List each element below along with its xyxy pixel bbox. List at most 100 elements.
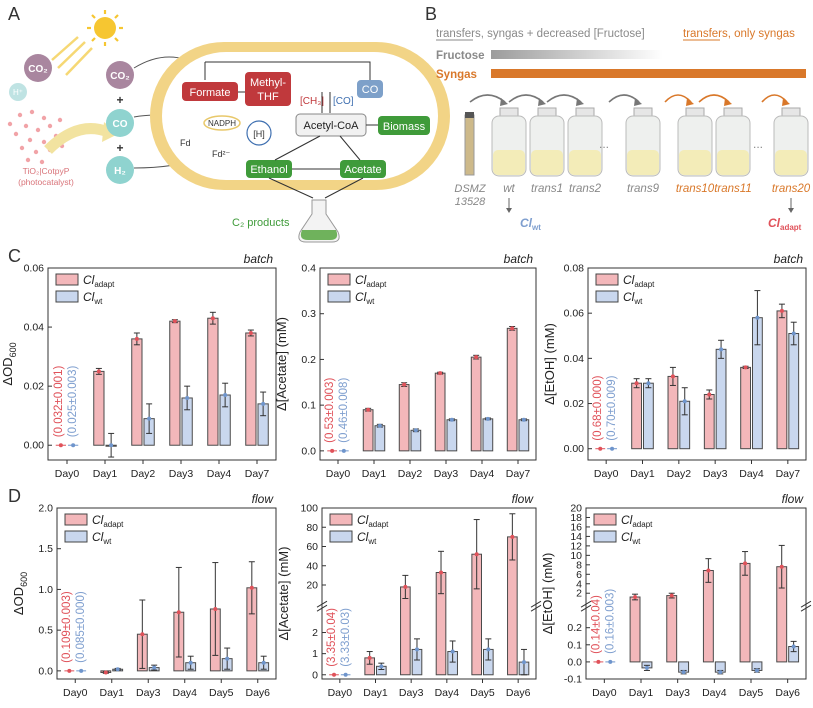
legend-grey-transfers: transfers, syngas + decreased [Fructose]: [436, 28, 645, 40]
baseline-wt-label: (0.70±0.009): [606, 375, 618, 440]
y-tick-label: 2: [576, 588, 582, 600]
bottle-label: trans2: [569, 183, 602, 195]
plot-frame: [319, 267, 537, 461]
legend-label-adapt: Cladapt: [623, 273, 655, 289]
biomass-label: Biomass: [383, 121, 426, 133]
x-tick-label: Day4: [435, 687, 460, 699]
catalyst-label: TiO₂|CotpyP: [23, 166, 70, 176]
catalyst-sublabel: (photocatalyst): [18, 177, 74, 187]
catalyst-particle: [33, 149, 39, 155]
y-tick-label: 0.06: [564, 308, 585, 320]
biomass-box: [378, 116, 430, 135]
data-point: [510, 534, 515, 539]
y-tick-label: 16: [570, 521, 582, 533]
legend-swatch-adapt: [327, 273, 351, 286]
panel-label-d: D: [8, 486, 21, 506]
methyl-thf-box: [245, 72, 291, 106]
data-point: [474, 355, 479, 360]
y-tick-label: 0: [312, 669, 318, 681]
x-tick-label: Day3: [665, 687, 690, 699]
bottle-label: DSMZ: [454, 183, 486, 195]
panel-label-c: C: [8, 246, 21, 266]
h2-label: H₂: [114, 166, 126, 177]
y-tick-label: 0.4: [301, 263, 316, 275]
corner-label: flow: [782, 492, 805, 506]
y-tick-label: 1: [312, 648, 318, 660]
y-tick-label: 0.02: [24, 381, 45, 393]
fructose-label: Fructose: [436, 50, 485, 62]
bar-adapt: [702, 569, 714, 663]
x-tick-label: Day3: [399, 687, 424, 699]
data-point: [779, 308, 784, 313]
bottle-label: trans20: [772, 183, 811, 195]
data-point: [413, 428, 418, 433]
baseline-wt-label: (3.33±0.03): [340, 608, 352, 667]
legend-label-adapt: Cladapt: [621, 513, 653, 529]
bar-adapt: [629, 596, 641, 663]
x-tick-label: Day1: [362, 468, 387, 480]
data-point: [188, 660, 193, 665]
data-point: [706, 568, 711, 573]
h2-molecule: [106, 156, 134, 184]
y-tick-label: 0.06: [24, 263, 45, 275]
y-tick-label: 0.00: [24, 440, 45, 452]
baseline-adapt-label: (0.68±0.000): [592, 375, 604, 440]
bar-adapt: [631, 382, 643, 450]
y-tick-label: 2.0: [38, 503, 53, 515]
transfer-arrowhead: [576, 98, 584, 106]
syngas-label: Syngas: [436, 69, 477, 81]
legend-swatch-adapt: [64, 513, 88, 526]
data-point: [103, 670, 108, 675]
y-tick-label: 1.5: [38, 543, 53, 555]
x-tick-label: Day3: [434, 468, 459, 480]
catalyst-particle: [41, 139, 47, 145]
legend-swatch-wt: [55, 290, 79, 303]
baseline-adapt-label: (0.14±0.04): [590, 595, 602, 654]
catalyst-particle: [19, 145, 25, 151]
bar-adapt: [245, 332, 257, 446]
data-point: [521, 417, 526, 422]
cl-adapt-label: Cladapt: [768, 216, 802, 232]
data-point: [248, 330, 253, 335]
fd2-label: Fd²⁻: [212, 149, 231, 159]
axis-break-mark: [580, 600, 592, 608]
data-point: [366, 407, 371, 412]
bottle-label: trans1: [531, 183, 563, 195]
formate-label: Formate: [190, 87, 231, 99]
catalyst-particle: [25, 157, 31, 163]
data-point: [367, 655, 372, 660]
transfer-arrow: [608, 94, 640, 103]
baseline-adapt-label: (0.53±0.003): [324, 378, 336, 443]
y-tick-label: 0.04: [564, 353, 585, 365]
transfer-arrow: [469, 94, 506, 103]
bottle-liquid: [775, 150, 807, 175]
data-point: [223, 393, 228, 398]
co-box: [357, 80, 383, 98]
axis-break-mark: [530, 604, 542, 612]
x-tick-label: Day1: [99, 687, 124, 699]
legend-swatch-wt: [327, 290, 351, 303]
data-point: [249, 585, 254, 590]
panel-label-a: A: [8, 4, 20, 24]
data-point: [669, 593, 674, 598]
chart-c2: 0.0 0.1 0.2 0.3 0.4 Δ[Acetate] (mM) batch Day0 D…: [274, 252, 537, 480]
y-tick-label: 0.2: [567, 622, 582, 634]
axis-break-mark: [316, 604, 328, 612]
x-tick-label: Day0: [55, 468, 80, 480]
bottle-neck: [723, 107, 743, 117]
data-point: [213, 606, 218, 611]
bar-wt: [374, 425, 386, 452]
data-point: [439, 570, 444, 575]
data-point: [644, 665, 649, 670]
x-tick-label: Day5: [209, 687, 234, 699]
bar-adapt: [776, 310, 788, 450]
legend-label-wt: Clwt: [357, 530, 377, 546]
x-tick-label: Day1: [93, 468, 118, 480]
methyl-thf-label-1: Methyl-: [250, 77, 286, 89]
baseline-adapt-label: (0.032±0.001): [53, 366, 65, 438]
co2-molecule: [106, 61, 134, 89]
y-tick-label: 0.1: [567, 639, 582, 651]
